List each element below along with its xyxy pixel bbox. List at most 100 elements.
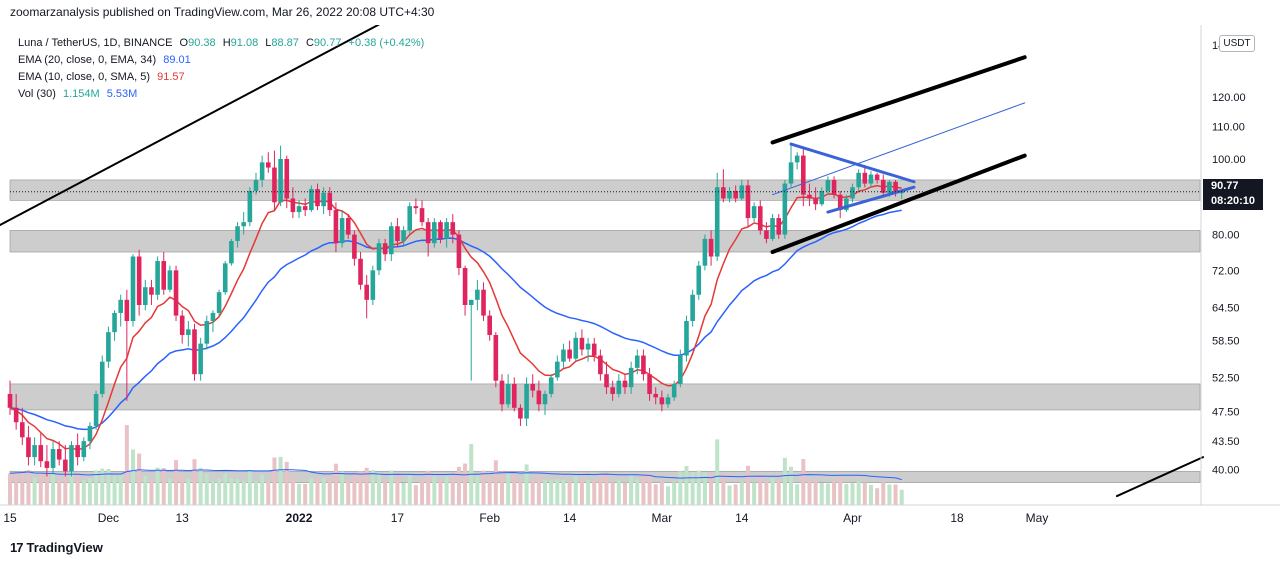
volume-bar (370, 470, 375, 505)
candle (585, 337, 591, 362)
candle-body (216, 292, 222, 313)
candle-body (75, 445, 80, 458)
volume-bar (690, 471, 695, 505)
chart-panel[interactable]: 140.00120.00110.00100.0080.0072.0064.505… (0, 25, 1280, 530)
volume-bar (450, 476, 455, 505)
candle (819, 187, 825, 207)
candle (413, 198, 419, 215)
candle-body (32, 445, 37, 458)
candle (573, 332, 579, 362)
high-label: H (222, 37, 231, 49)
candle (32, 437, 37, 466)
candle (75, 433, 80, 466)
trendline (826, 185, 916, 214)
candle (321, 187, 326, 215)
price-chart-svg[interactable]: 140.00120.00110.00100.0080.0072.0064.505… (0, 25, 1280, 530)
candles (7, 142, 905, 477)
price-tick-label: 58.50 (1212, 336, 1240, 348)
volume-bar (635, 479, 640, 505)
volume-bar (346, 479, 351, 505)
candle (204, 315, 210, 350)
volume-bar (364, 467, 369, 505)
candle (837, 190, 843, 219)
candle (561, 343, 566, 368)
volume-bar (844, 484, 849, 505)
candle-body (837, 194, 843, 211)
volume-bar (758, 473, 763, 505)
time-tick-label: Apr (843, 511, 862, 525)
candle (757, 200, 763, 235)
candle-body (358, 258, 363, 285)
low-value: 88.87 (271, 37, 299, 49)
volume-bar (198, 468, 203, 505)
currency-unit-button[interactable]: USDT (1219, 35, 1255, 52)
candle (825, 176, 831, 195)
time-tick-label: 2022 (286, 511, 313, 525)
tradingview-logo-icon: 17 (10, 540, 24, 555)
trendline (770, 55, 1027, 145)
volume-bar (309, 478, 314, 505)
volume-bars (8, 425, 904, 505)
candle (868, 171, 874, 188)
candle-body (634, 355, 640, 368)
candle (499, 374, 505, 412)
volume-bar (192, 459, 197, 505)
candle-body (757, 206, 763, 231)
candle (345, 214, 351, 239)
candle (475, 279, 480, 311)
candle (7, 380, 13, 415)
candle (764, 222, 769, 244)
ema-10-line (9, 184, 902, 451)
candle (173, 265, 179, 322)
candle (659, 390, 665, 412)
volume-bar (186, 478, 191, 505)
candle-body (770, 218, 775, 239)
volume-bar (63, 475, 68, 505)
candle-body (678, 355, 683, 384)
legend-vol-row: Vol (30) 1.154M 5.53M (18, 86, 424, 103)
volume-bar (622, 482, 627, 505)
candle-body (284, 158, 290, 199)
candle-body (831, 179, 837, 195)
candle-body (622, 380, 628, 388)
zone-rect (9, 230, 1201, 253)
candle-body (388, 226, 394, 255)
volume-bar (887, 484, 892, 505)
candle (684, 315, 689, 362)
ema1-value: 89.01 (163, 54, 191, 66)
candle (419, 200, 425, 227)
candle-body (751, 206, 757, 219)
footer-brand[interactable]: 17 TradingView (10, 540, 103, 555)
candle-body (407, 206, 413, 231)
change-value: +0.38 (+0.42%) (348, 37, 425, 49)
candle (425, 218, 431, 257)
candle (801, 148, 806, 207)
candle-body (444, 222, 449, 239)
candle-body (395, 226, 400, 242)
candle-body (887, 181, 892, 193)
volume-bar (672, 482, 677, 505)
candle (112, 310, 117, 341)
close-label: C (305, 37, 314, 49)
candle (401, 226, 406, 246)
candle-body (253, 179, 259, 191)
volume-bar (413, 485, 418, 505)
low-label: L (265, 37, 272, 49)
volume-bar (14, 472, 19, 505)
price-tick-label: 40.00 (1212, 465, 1240, 477)
candle-body (204, 321, 210, 344)
volume-ma-line (9, 469, 902, 481)
candle (665, 393, 671, 408)
volume-bar (678, 471, 683, 505)
volume-bar (137, 453, 142, 505)
candle (99, 355, 105, 398)
trendline (1115, 456, 1205, 498)
candle (653, 387, 659, 405)
candle-body (868, 174, 874, 184)
time-tick-label: 13 (176, 511, 190, 525)
volume-bar (561, 479, 566, 505)
volume-bar (376, 472, 381, 505)
candle-body (794, 155, 800, 163)
volume-bar (881, 482, 886, 505)
candle-body (333, 210, 339, 244)
